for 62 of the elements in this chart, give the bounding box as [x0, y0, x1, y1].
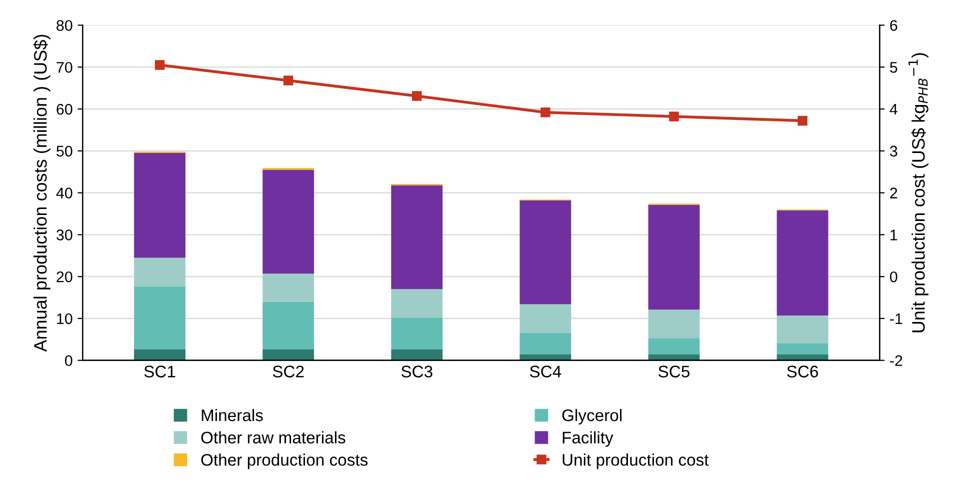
bar [262, 170, 314, 274]
legend-label: Glycerol [562, 408, 622, 424]
y2-axis-title: Unit production cost (US$ kg$_{PHB}$$^{−1}$) [908, 53, 928, 332]
y-tick-label: 0 [65, 355, 72, 366]
y-tick-label: 40 [56, 188, 72, 198]
bar [648, 204, 700, 310]
legend-label: Minerals [202, 408, 263, 422]
y2-tick-label: -1 [890, 313, 902, 324]
bar [134, 152, 186, 258]
bar [776, 343, 828, 354]
y-tick-label: 80 [56, 20, 72, 31]
y2-tick-label: 1 [890, 230, 898, 240]
bar [134, 258, 186, 286]
bar [262, 274, 314, 302]
point [669, 112, 679, 122]
point [154, 60, 165, 70]
y-tick-label: 60 [56, 104, 72, 115]
bar [262, 302, 314, 350]
bar [391, 289, 443, 318]
point [798, 116, 808, 126]
y2-tick-label: 2 [890, 188, 898, 198]
legend-label: Facility [562, 431, 614, 447]
legend-label: Unit production cost [562, 454, 709, 470]
y-tick-label: 50 [56, 146, 72, 157]
bar [520, 332, 572, 354]
point [540, 107, 550, 118]
y-axis-title: Annual production costs (million ) (US$) [33, 34, 50, 352]
bar [134, 349, 186, 360]
bar [520, 304, 572, 333]
bar [391, 349, 443, 360]
bar [648, 310, 700, 338]
y2-tick-label: 5 [890, 62, 898, 73]
point [412, 91, 422, 101]
y-tick-label: 20 [56, 271, 72, 282]
legend-label: Other production costs [201, 454, 368, 470]
bar [520, 200, 572, 304]
point [283, 76, 294, 86]
bar [776, 210, 828, 316]
x-tick-label: SC2 [272, 366, 304, 378]
bar [391, 185, 443, 290]
bar [262, 349, 314, 360]
legend-label: Other raw materials [201, 431, 346, 444]
y2-tick-label: 6 [890, 20, 898, 31]
bar [648, 338, 700, 354]
y2-tick-label: -2 [890, 355, 902, 366]
y2-tick-label: 0 [890, 271, 898, 282]
y-tick-label: 70 [56, 62, 72, 73]
x-tick-label: SC5 [658, 366, 690, 378]
x-tick-label: SC6 [787, 366, 818, 378]
x-tick-label: SC1 [144, 366, 176, 378]
bar [648, 354, 700, 360]
y2-tick-label: 4 [890, 104, 898, 115]
bar [776, 316, 828, 344]
bar [776, 354, 828, 360]
x-tick-label: SC3 [401, 366, 432, 378]
bar [391, 318, 443, 350]
y-tick-label: 10 [57, 313, 72, 324]
bar [134, 286, 186, 350]
bar [520, 354, 572, 360]
x-tick-label: SC4 [530, 366, 562, 378]
y-tick-label: 30 [56, 230, 72, 240]
y2-tick-label: 3 [890, 146, 898, 157]
